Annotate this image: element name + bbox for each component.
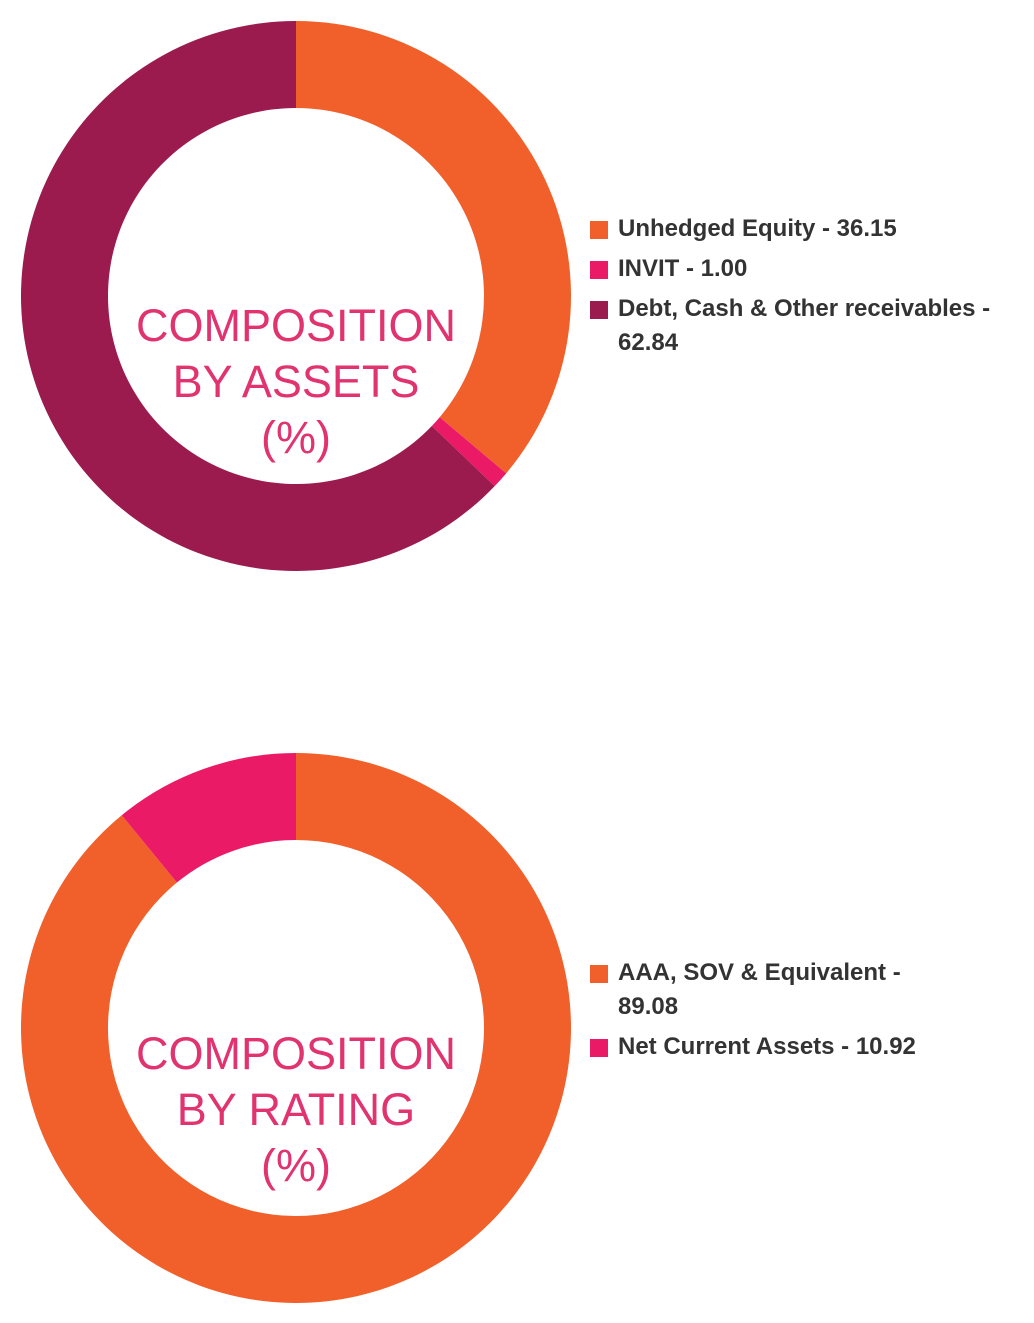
assets-title-line-2: BY ASSETS	[172, 356, 420, 407]
legend-item-aaa-sov: AAA, SOV & Equivalent - 89.08	[590, 956, 940, 1024]
legend-swatch	[590, 301, 608, 319]
legend-item-debt-cash-other: Debt, Cash & Other receivables - 62.84	[590, 292, 1020, 360]
donut-slice-0-2	[20, 21, 495, 572]
rating-title-line-2: BY RATING	[176, 1084, 416, 1135]
composition-by-assets-chart: COMPOSITION BY ASSETS (%) Unhedged Equit…	[0, 0, 1034, 620]
legend-swatch	[590, 965, 608, 983]
rating-title-line-3: (%)	[261, 1140, 331, 1191]
legend-swatch	[590, 221, 608, 239]
legend-swatch	[590, 1039, 608, 1057]
legend-swatch	[590, 261, 608, 279]
assets-donut	[20, 21, 571, 572]
legend-label: INVIT - 1.00	[618, 255, 748, 282]
donut-slice-1-1	[121, 753, 296, 883]
legend-label: Debt, Cash & Other receivables - 62.84	[618, 295, 991, 356]
legend-label: Unhedged Equity - 36.15	[618, 215, 897, 242]
rating-legend: AAA, SOV & Equivalent - 89.08 Net Curren…	[590, 956, 940, 1070]
legend-label: Net Current Assets - 10.92	[618, 1033, 916, 1060]
donut-slice-1-0	[20, 753, 571, 1303]
assets-center-title: COMPOSITION BY ASSETS (%)	[76, 298, 516, 466]
rating-donut	[20, 753, 571, 1303]
legend-item-net-current-assets: Net Current Assets - 10.92	[590, 1030, 940, 1064]
composition-by-rating-chart: COMPOSITION BY RATING (%) AAA, SOV & Equ…	[0, 730, 1034, 1323]
donut-slice-0-0	[296, 21, 571, 474]
assets-title-line-3: (%)	[261, 412, 331, 463]
legend-label: AAA, SOV & Equivalent - 89.08	[618, 959, 901, 1020]
donut-slice-0-1	[431, 417, 507, 487]
assets-legend: Unhedged Equity - 36.15 INVIT - 1.00 Deb…	[590, 212, 1020, 366]
assets-title-line-1: COMPOSITION	[135, 300, 456, 351]
legend-item-invit: INVIT - 1.00	[590, 252, 1020, 286]
legend-item-unhedged-equity: Unhedged Equity - 36.15	[590, 212, 1020, 246]
rating-center-title: COMPOSITION BY RATING (%)	[76, 1026, 516, 1194]
rating-title-line-1: COMPOSITION	[135, 1028, 456, 1079]
